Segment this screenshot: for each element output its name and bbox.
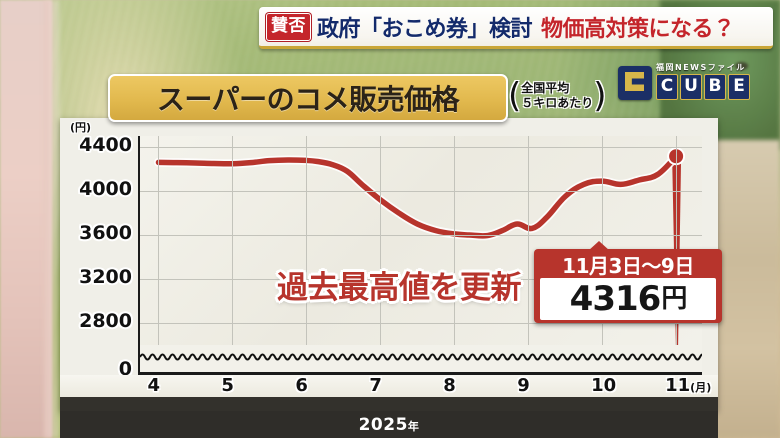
year-value: 2025 [358,414,408,435]
logo-letter-u: U [680,74,702,100]
subtitle-line-1: 全国平均 [521,81,570,95]
x-tick-11: 11(月) [665,375,712,396]
status-badge: 賛否 [266,12,311,41]
x-tick-6: 6 [295,375,308,396]
y-axis-unit-label: (円) [70,121,92,134]
record-high-annotation: 過去最高値を更新 [277,270,522,306]
background-left-edge [44,0,60,438]
y-tick-4400: 4400 [79,134,132,156]
x-tick-10: 10 [591,375,617,396]
x-tick-5: 5 [221,375,234,396]
callout-period: 11月3日〜9日 [562,254,694,278]
chart-panel: (円) 4400 4000 3600 3200 2800 0 4 5 6 7 8 9 10 11(月) … [60,118,718,411]
channel-logo: 福岡NEWSファイル C U B E [618,56,774,100]
year-label: 2025年 [359,415,420,435]
subtitle-lines: 全国平均 ５キロあたり [521,81,593,111]
x-axis-tick-labels: 4 5 6 7 8 9 10 11(月) [60,375,718,397]
callout-pointer [588,241,610,251]
chart-title-subtitle: ( 全国平均 ５キロあたり ) [508,76,616,116]
gridline-v-6 [306,136,308,345]
gridline-v-8 [454,136,456,345]
paren-close: ) [593,75,607,116]
x-axis-unit-label: (月) [690,381,712,394]
y-tick-4000: 4000 [79,178,132,200]
logo-letter-c: C [656,74,678,100]
subtitle-line-2: ５キロあたり [521,96,594,110]
logo-wordmark: C U B E [656,74,750,100]
latest-value-callout: 11月3日〜9日 4316 円 [534,241,722,323]
year-suffix: 年 [407,419,420,433]
x-tick-9: 9 [517,375,530,396]
axis-break-zone [138,345,702,373]
y-tick-2800: 2800 [79,310,132,332]
logo-letter-b: B [704,74,726,100]
headline-banner: 賛否 政府「おこめ券」検討 物価高対策になる？ [259,7,773,49]
logo-tagline: 福岡NEWSファイル [656,63,746,72]
page-title: スーパーのコメ販売価格 [156,83,460,116]
callout-unit: 円 [661,284,687,314]
gridline-h-2800 [140,323,702,324]
callout-value: 4316 [569,279,662,319]
x-tick-4: 4 [147,375,161,396]
logo-text-group: 福岡NEWSファイル C U B E [656,62,750,100]
gridline-h-4400 [140,147,702,148]
headline-main-text: 政府「おこめ券」検討 [317,16,533,42]
price-line [155,153,679,239]
gridline-h-4000 [140,191,702,192]
y-tick-0: 0 [118,358,132,380]
x-axis-line [138,372,702,375]
background-speck [735,62,748,70]
x-axis-dark-band [60,397,718,411]
y-tick-3600: 3600 [79,222,132,244]
paren-open: ( [508,75,522,116]
gridline-v-10 [602,136,604,345]
gridline-h-3200 [140,279,702,280]
x-tick-8: 8 [443,375,456,396]
background-left-panel [0,0,52,438]
logo-letter-e: E [728,74,750,100]
gridline-v-4 [158,136,160,345]
callout-value-box: 4316 円 [540,278,716,320]
headline-sub-text: 物価高対策になる？ [541,16,735,42]
axis-break-squiggle-icon [140,353,702,361]
gridline-v-9 [528,136,530,345]
gridline-v-5 [232,136,234,345]
chart-title-plate: スーパーのコメ販売価格 [108,74,508,122]
y-tick-3200: 3200 [79,266,132,288]
gridline-v-7 [380,136,382,345]
gridline-v-11 [676,136,678,345]
cube-mark-icon [618,66,652,100]
year-bar: 2025年 [60,411,718,438]
x-tick-7: 7 [369,375,382,396]
gridline-h-3600 [140,235,702,236]
